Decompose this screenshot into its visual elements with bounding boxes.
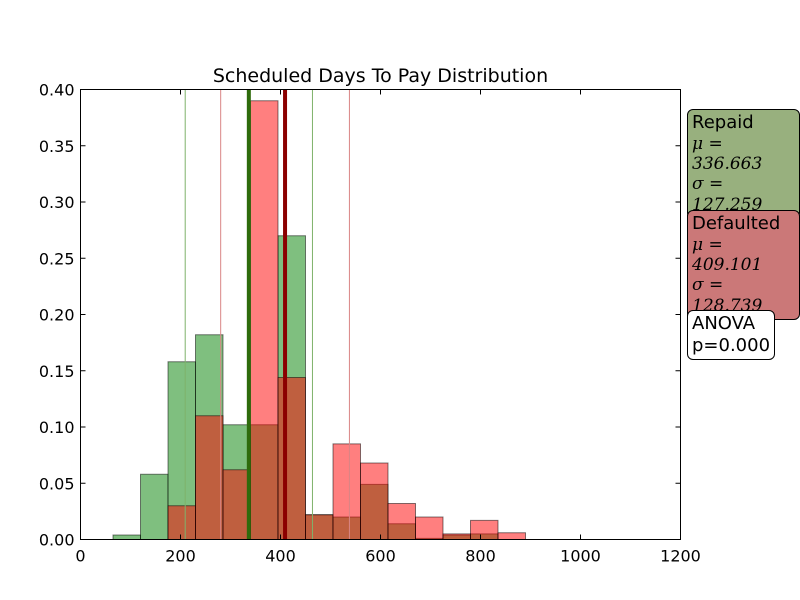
defaulted-bar-0 xyxy=(167,505,196,540)
anova-box: ANOVA p=0.000 xyxy=(687,310,776,361)
defaulted-label: Defaulted xyxy=(692,213,781,234)
x-tick-label: 1000 xyxy=(560,547,601,566)
repaid-mean-text: μ = 336.663 xyxy=(692,133,763,174)
defaulted-bar-5 xyxy=(305,514,334,540)
defaulted-stats-box: Defaulted μ = 409.101 σ = 128.739 xyxy=(687,210,800,321)
y-tick-label: 0.05 xyxy=(39,474,75,493)
y-tick-label: 0.25 xyxy=(39,249,75,268)
x-tick-label: 200 xyxy=(165,547,196,566)
repaid-label: Repaid xyxy=(692,112,754,133)
x-tick-label: 400 xyxy=(265,547,296,566)
defaulted-bar-7 xyxy=(360,462,389,540)
repaid-std-text: σ = 127.259 xyxy=(692,174,763,215)
defaulted-bar-1 xyxy=(195,415,224,540)
y-tick-label: 0.15 xyxy=(39,362,75,381)
y-tick-label: 0.30 xyxy=(39,193,75,212)
x-tick-label: 800 xyxy=(465,547,496,566)
defaulted-bar-9 xyxy=(415,516,444,540)
axes-layer: 0 200 400 600 800 1000 1200 0.00 0.05 0.10 0.15 0.2… xyxy=(39,81,701,566)
defaulted-bar-12 xyxy=(497,532,526,540)
repaid-stats-box: Repaid μ = 336.663 σ = 127.259 xyxy=(687,109,800,220)
reference-lines-layer xyxy=(184,89,350,540)
y-tick-label: 0.00 xyxy=(39,531,75,550)
repaid-bar-0 xyxy=(112,534,141,540)
defaulted-bar-10 xyxy=(442,533,471,540)
y-tick-label: 0.20 xyxy=(39,306,75,325)
defaulted-bar-8 xyxy=(387,503,416,540)
y-tick-label: 0.35 xyxy=(39,137,75,156)
x-tick-label: 0 xyxy=(75,547,85,566)
defaulted-mean-text: μ = 409.101 xyxy=(692,234,763,275)
defaulted-bar-2 xyxy=(222,469,251,540)
anova-label: ANOVA xyxy=(692,313,756,334)
defaulted-bar-4 xyxy=(277,377,306,540)
chart-title: Scheduled Days To Pay Distribution xyxy=(213,65,548,87)
repaid-bar-1 xyxy=(140,473,169,540)
anova-pvalue: p=0.000 xyxy=(692,334,771,356)
defaulted-bar-11 xyxy=(470,519,499,540)
y-tick-label: 0.10 xyxy=(39,418,75,437)
defaulted-bar-6 xyxy=(332,443,361,540)
bars-layer xyxy=(112,100,526,540)
defaulted-bar-3 xyxy=(250,100,279,540)
x-tick-label: 600 xyxy=(365,547,396,566)
y-tick-label: 0.40 xyxy=(39,81,75,100)
x-tick-label: 1200 xyxy=(660,547,701,566)
